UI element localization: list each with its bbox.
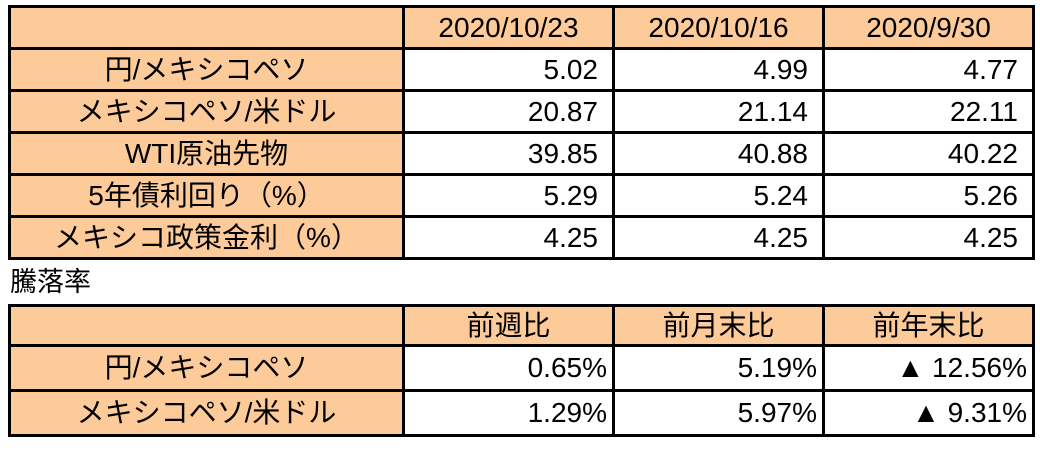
cell-value: 1.29% [402, 389, 615, 437]
change-col-header-1: 前週比 [402, 304, 615, 347]
cell-value: 40.88 [612, 131, 825, 176]
financial-tables-page: 2020/10/23 2020/10/16 2020/9/30 円/メキシコペソ… [0, 5, 1040, 470]
table-row: メキシコペソ/米ドル 1.29% 5.97% ▲ 9.31% [8, 389, 1035, 437]
rates-col-header-2: 2020/10/16 [612, 5, 825, 50]
cell-value: 22.11 [822, 89, 1035, 134]
table-row: メキシコ政策金利（%） 4.25 4.25 4.25 [8, 215, 1035, 260]
rates-table: 2020/10/23 2020/10/16 2020/9/30 円/メキシコペソ… [8, 5, 1035, 260]
cell-value: 21.14 [612, 89, 825, 134]
cell-value: ▲ 9.31% [822, 389, 1035, 437]
row-label-jpy-mxn: 円/メキシコペソ [8, 344, 405, 392]
rates-col-header-3: 2020/9/30 [822, 5, 1035, 50]
cell-value: 20.87 [402, 89, 615, 134]
rates-header-row: 2020/10/23 2020/10/16 2020/9/30 [8, 5, 1035, 50]
cell-value: 5.97% [612, 389, 825, 437]
table-row: WTI原油先物 39.85 40.88 40.22 [8, 131, 1035, 176]
change-corner-cell [8, 304, 405, 347]
row-label-jpy-mxn: 円/メキシコペソ [8, 47, 405, 92]
cell-value: 4.25 [402, 215, 615, 260]
change-table: 前週比 前月末比 前年末比 円/メキシコペソ 0.65% 5.19% ▲ 12.… [8, 304, 1035, 437]
change-header-row: 前週比 前月末比 前年末比 [8, 304, 1035, 347]
change-col-header-3: 前年末比 [822, 304, 1035, 347]
cell-value: 0.65% [402, 344, 615, 392]
table-row: メキシコペソ/米ドル 20.87 21.14 22.11 [8, 89, 1035, 134]
row-label-5y-yield: 5年債利回り（%） [8, 173, 405, 218]
cell-value: 5.24 [612, 173, 825, 218]
cell-value: 4.77 [822, 47, 1035, 92]
rates-col-header-1: 2020/10/23 [402, 5, 615, 50]
cell-value: 39.85 [402, 131, 615, 176]
cell-value: 4.99 [612, 47, 825, 92]
row-label-mxn-usd: メキシコペソ/米ドル [8, 389, 405, 437]
row-label-policy-rate: メキシコ政策金利（%） [8, 215, 405, 260]
cell-value: 5.26 [822, 173, 1035, 218]
rates-corner-cell [8, 5, 405, 50]
table-row: 5年債利回り（%） 5.29 5.24 5.26 [8, 173, 1035, 218]
table-row: 円/メキシコペソ 5.02 4.99 4.77 [8, 47, 1035, 92]
change-col-header-2: 前月末比 [612, 304, 825, 347]
table-row: 円/メキシコペソ 0.65% 5.19% ▲ 12.56% [8, 344, 1035, 392]
cell-value: 5.29 [402, 173, 615, 218]
cell-value: 40.22 [822, 131, 1035, 176]
row-label-wti: WTI原油先物 [8, 131, 405, 176]
cell-value: 4.25 [822, 215, 1035, 260]
section-title: 騰落率 [10, 267, 91, 297]
cell-value: 4.25 [612, 215, 825, 260]
cell-value: 5.02 [402, 47, 615, 92]
row-label-mxn-usd: メキシコペソ/米ドル [8, 89, 405, 134]
cell-value: ▲ 12.56% [822, 344, 1035, 392]
cell-value: 5.19% [612, 344, 825, 392]
